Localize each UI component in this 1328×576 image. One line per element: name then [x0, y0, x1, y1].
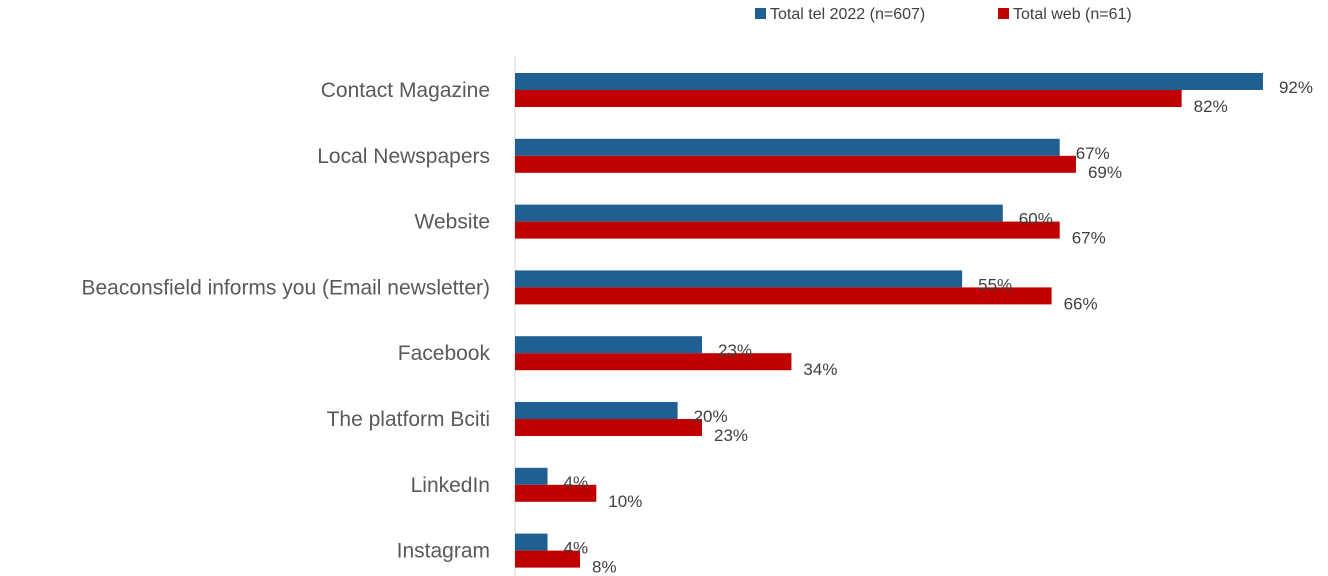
- bar-web: [515, 419, 702, 436]
- data-label: 55%: [978, 275, 1012, 294]
- data-label: 10%: [608, 492, 642, 511]
- data-labels: 92%82%67%69%60%67%55%66%23%34%20%23%4%10…: [564, 78, 1313, 576]
- bar-tel: [515, 533, 548, 551]
- bar-web: [515, 484, 597, 502]
- data-label: 82%: [1194, 97, 1228, 116]
- data-label: 8%: [592, 558, 617, 576]
- category-labels: Contact Magazine Local Newspapers Website B…: [82, 79, 491, 563]
- data-label: 67%: [1072, 229, 1106, 248]
- data-label: 67%: [1076, 144, 1110, 163]
- legend-swatch: [755, 8, 766, 19]
- category-label: Website: [415, 211, 490, 234]
- data-label: 34%: [803, 360, 837, 379]
- bar-tel: [515, 336, 702, 354]
- bar-web: [515, 287, 1052, 305]
- bar-web: [515, 550, 581, 568]
- bar-tel: [515, 138, 1060, 156]
- category-label: LinkedIn: [411, 474, 490, 497]
- legend-label: Total tel 2022 (n=607): [770, 6, 925, 23]
- category-label: Local Newspapers: [317, 145, 490, 168]
- bar-tel: [515, 73, 1263, 90]
- data-label: 60%: [1019, 210, 1053, 229]
- legend-label: Total web (n=61): [1013, 6, 1132, 23]
- bar-tel: [515, 467, 548, 485]
- bar-tel: [515, 204, 1003, 222]
- data-label: 20%: [694, 407, 728, 426]
- data-label: 66%: [1064, 294, 1098, 313]
- data-label: 69%: [1088, 163, 1122, 182]
- data-label: 4%: [564, 539, 589, 558]
- bars: [515, 73, 1263, 568]
- data-label: 92%: [1279, 78, 1313, 97]
- category-label: Beaconsfield informs you (Email newslett…: [82, 276, 491, 299]
- bar-web: [515, 155, 1076, 173]
- legend: Total tel 2022 (n=607) Total web (n=61): [755, 6, 1132, 23]
- bar-tel: [515, 270, 963, 288]
- category-label: Contact Magazine: [321, 79, 490, 102]
- bar-web: [515, 221, 1060, 239]
- category-label: The platform Bciti: [327, 408, 490, 431]
- category-label: Instagram: [397, 540, 490, 563]
- bar-web: [515, 90, 1182, 107]
- category-label: Facebook: [398, 342, 491, 365]
- data-label: 4%: [564, 473, 589, 492]
- data-label: 23%: [714, 426, 748, 445]
- data-label: 23%: [718, 341, 752, 360]
- bar-tel: [515, 402, 678, 419]
- bar-web: [515, 353, 792, 371]
- legend-swatch: [998, 8, 1009, 19]
